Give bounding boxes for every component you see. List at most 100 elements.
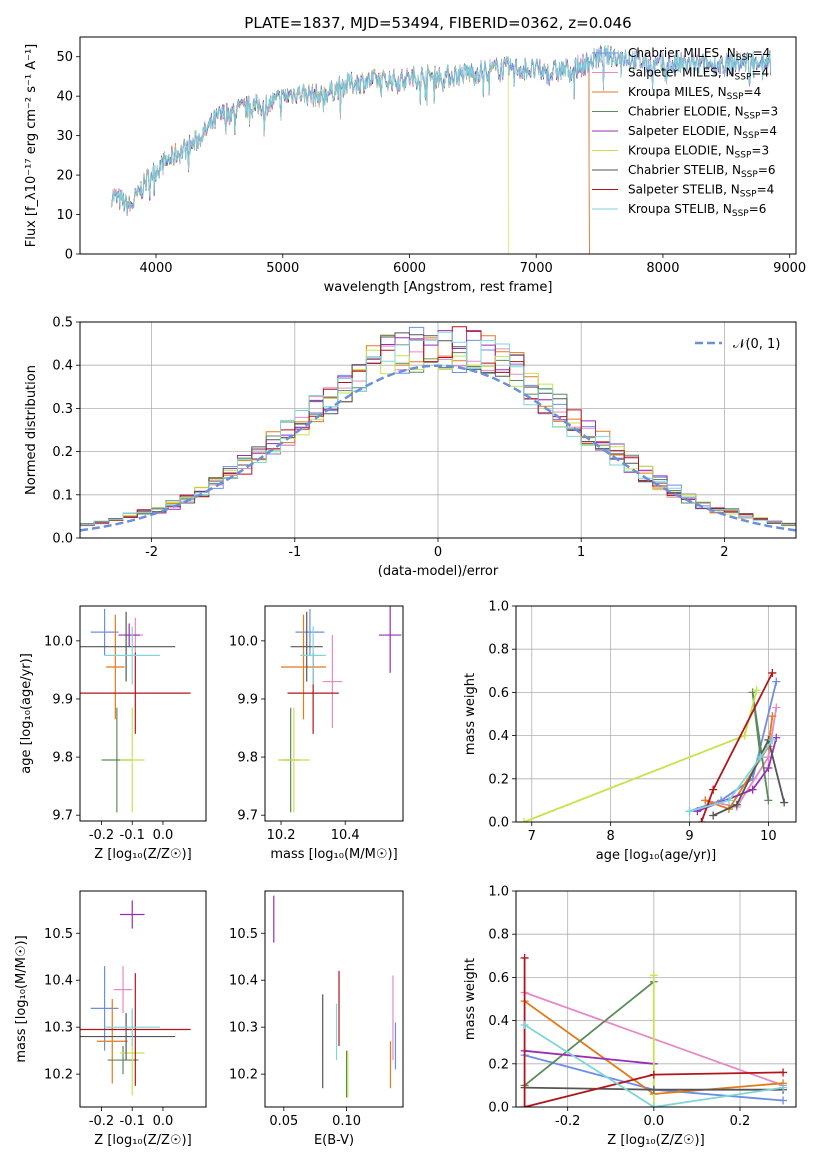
x-axis-label: Z [log₁₀(Z/Z☉)] bbox=[94, 1133, 191, 1148]
x-tick-label: 4000 bbox=[139, 261, 172, 276]
legend-tail: =4 bbox=[759, 124, 777, 138]
weight-marker-kroupa-stelib bbox=[520, 1020, 529, 1029]
legend-subscript: SSP bbox=[741, 170, 758, 180]
weight-marker-salpeter-stelib bbox=[779, 1068, 788, 1077]
axes-frame bbox=[264, 605, 404, 822]
legend-tail: =4 bbox=[744, 85, 762, 99]
weight-line-kroupa-stelib bbox=[524, 1024, 784, 1107]
weight-line-chabrier-elodie bbox=[524, 980, 655, 1087]
x-tick-label: -0.2 bbox=[89, 828, 114, 843]
legend-tail: =4 bbox=[757, 183, 775, 197]
x-tick-label: 6000 bbox=[393, 261, 426, 276]
x-tick-label: 0 bbox=[434, 545, 442, 560]
x-tick-label: 2 bbox=[720, 545, 728, 560]
y-tick-label: 1.0 bbox=[488, 885, 509, 900]
x-tick-label: -2 bbox=[145, 545, 158, 560]
normal-curve bbox=[80, 364, 796, 532]
axes-frame bbox=[79, 36, 797, 255]
legend-text: Kroupa STELIB, N bbox=[628, 202, 732, 216]
y-tick-label: 10.3 bbox=[229, 1021, 258, 1036]
plot-area bbox=[277, 606, 402, 813]
panel-1: -2 -1 0 1 2 0.0 0.1 0.2 0.3 0.4 0.5 (data-model)/er… bbox=[24, 316, 797, 579]
legend-label-chabrier-stelib: Chabrier STELIB, NSSP=6 bbox=[628, 163, 776, 180]
weight-line-salpeter-elodie bbox=[524, 1049, 654, 1065]
x-tick-label: 8 bbox=[607, 829, 615, 844]
x-tick-label: 0.05 bbox=[269, 1114, 298, 1129]
weight-line-kroupa-stelib bbox=[689, 739, 774, 813]
y-axis-label: mass weight bbox=[463, 958, 478, 1040]
plot-area bbox=[273, 895, 397, 1098]
y-tick-label: 20 bbox=[56, 169, 73, 184]
y-tick-label: 10.0 bbox=[229, 634, 258, 649]
y-tick-label: 0.2 bbox=[488, 1057, 509, 1072]
y-tick-label: 9.9 bbox=[52, 692, 73, 707]
legend-subscript: SSP bbox=[732, 209, 749, 219]
y-tick-label: 0.8 bbox=[488, 643, 509, 658]
y-tick-label: 0.0 bbox=[488, 816, 509, 831]
x-tick-label: 9000 bbox=[773, 261, 806, 276]
y-tick-label: 0.6 bbox=[488, 971, 509, 986]
x-tick-label: 10 bbox=[760, 829, 777, 844]
weight-marker-kroupa-stelib bbox=[779, 1083, 788, 1092]
axes-frame bbox=[79, 605, 207, 822]
y-tick-label: 0.5 bbox=[52, 316, 73, 331]
y-axis-label: Flux [f_λ10⁻¹⁷ erg cm⁻² s⁻¹ A⁻¹] bbox=[24, 44, 39, 248]
axes-frame bbox=[515, 890, 797, 1108]
legend-subscript: SSP bbox=[742, 131, 759, 141]
y-tick-label: 10.2 bbox=[229, 1068, 258, 1083]
legend-subscript: SSP bbox=[735, 151, 752, 161]
y-tick-label: 0.3 bbox=[52, 402, 73, 417]
weight-marker-kroupa-stelib bbox=[756, 753, 765, 762]
weight-marker-salpeter-stelib bbox=[520, 1103, 529, 1107]
x-tick-label: 0.10 bbox=[332, 1114, 361, 1129]
weight-marker-chabrier-stelib bbox=[709, 811, 718, 820]
x-tick-label: -1 bbox=[288, 545, 301, 560]
y-tick-label: 0.6 bbox=[488, 686, 509, 701]
x-tick-label: -0.1 bbox=[120, 1114, 145, 1129]
legend-text: Chabrier ELODIE, N bbox=[628, 105, 744, 119]
x-axis-label: (data-model)/error bbox=[378, 564, 499, 579]
y-tick-label: 40 bbox=[56, 90, 73, 105]
y-tick-label: 9.8 bbox=[52, 751, 73, 766]
legend-label-chabrier-elodie: Chabrier ELODIE, NSSP=3 bbox=[628, 105, 778, 122]
legend-text: Chabrier MILES, N bbox=[628, 46, 736, 60]
x-tick-label: 9 bbox=[685, 829, 693, 844]
weight-marker-kroupa-miles bbox=[701, 796, 710, 805]
weight-line-chabrier-miles bbox=[689, 681, 778, 813]
weight-marker-salpeter-elodie bbox=[748, 785, 757, 794]
panel-7: -0.2 0.0 0.2 0.0 0.2 0.4 0.6 0.8 1.0 Z [log₁₀(Z/Z… bbox=[463, 885, 797, 1148]
legend-tail: =4 bbox=[751, 66, 769, 80]
legend-tail: =4 bbox=[753, 46, 771, 60]
y-tick-label: 10.3 bbox=[44, 1021, 73, 1036]
legend-tail: =3 bbox=[760, 105, 778, 119]
axes-frame bbox=[515, 605, 797, 823]
y-tick-label: 10.0 bbox=[44, 634, 73, 649]
y-tick-label: 0.4 bbox=[488, 729, 509, 744]
x-tick-label: 0.0 bbox=[153, 828, 174, 843]
legend-label-kroupa-elodie: Kroupa ELODIE, NSSP=3 bbox=[628, 144, 769, 161]
plot-area bbox=[80, 608, 191, 813]
panel-4: 7 8 9 10 0.0 0.2 0.4 0.6 0.8 1.0 age [log₁₀(age/yr… bbox=[463, 600, 797, 863]
y-axis-label: mass [log₁₀(M/M☉)] bbox=[14, 935, 29, 1062]
legend-label-salpeter-elodie: Salpeter ELODIE, NSSP=4 bbox=[628, 124, 777, 141]
legend-label-kroupa-stelib: Kroupa STELIB, NSSP=6 bbox=[628, 202, 766, 219]
weight-marker-salpeter-miles bbox=[772, 703, 781, 712]
legend-text: Salpeter ELODIE, N bbox=[628, 124, 742, 138]
weight-marker-kroupa-elodie bbox=[740, 731, 749, 740]
x-axis-label: E(B-V) bbox=[314, 1133, 354, 1148]
weight-marker-chabrier-stelib bbox=[780, 798, 789, 807]
weight-marker-kroupa-miles bbox=[768, 712, 777, 721]
legend-tail: =6 bbox=[758, 163, 776, 177]
axes-frame bbox=[264, 890, 404, 1108]
y-tick-label: 0.8 bbox=[488, 928, 509, 943]
y-tick-label: 30 bbox=[56, 129, 73, 144]
plot-area bbox=[519, 668, 789, 822]
weight-marker-salpeter-stelib bbox=[709, 785, 718, 794]
y-tick-label: 50 bbox=[56, 50, 73, 65]
legend-text: Chabrier STELIB, N bbox=[628, 163, 741, 177]
weight-marker-chabrier-miles bbox=[772, 677, 781, 686]
x-tick-label: -0.1 bbox=[120, 828, 145, 843]
legend-subscript: SSP bbox=[735, 73, 752, 83]
legend-text: Salpeter MILES, N bbox=[628, 66, 735, 80]
x-axis-label: Z [log₁₀(Z/Z☉)] bbox=[607, 1133, 704, 1148]
